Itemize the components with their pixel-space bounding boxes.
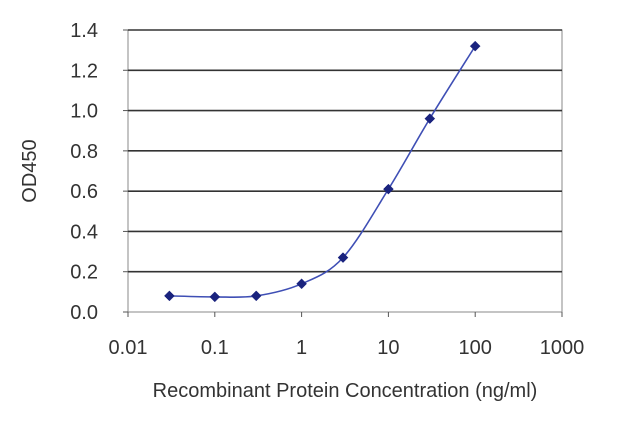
x-tick-label: 1000 bbox=[540, 337, 585, 359]
plot-area bbox=[127, 29, 563, 313]
x-tick-label: 100 bbox=[459, 337, 492, 359]
data-point bbox=[469, 40, 481, 52]
y-tick-label: 0.0 bbox=[70, 302, 98, 324]
y-tick-label: 0.6 bbox=[70, 181, 98, 203]
x-tick-label: 1 bbox=[296, 337, 307, 359]
x-tick-label: 0.01 bbox=[109, 337, 148, 359]
y-tick-label: 1.4 bbox=[70, 20, 98, 42]
y-tick-label: 0.4 bbox=[70, 221, 98, 243]
x-tick-label: 10 bbox=[377, 337, 399, 359]
data-point bbox=[383, 183, 394, 195]
y-tick-label: 0.8 bbox=[70, 141, 98, 163]
y-tick-label: 1.2 bbox=[70, 60, 98, 82]
y-tick-label: 1.0 bbox=[70, 101, 98, 123]
y-axis-label: OD450 bbox=[19, 139, 41, 202]
y-axis-ticks: 0.0 0.2 0.4 0.6 0.8 1.0 1.2 1.4 bbox=[70, 20, 128, 324]
data-point bbox=[250, 290, 262, 302]
x-axis-ticks: 0.01 0.1 1 10 100 1000 bbox=[109, 312, 585, 359]
data-point bbox=[164, 290, 175, 302]
data-point bbox=[337, 252, 349, 263]
data-point bbox=[424, 113, 436, 124]
y-tick-label: 0.2 bbox=[70, 262, 98, 284]
series-layer bbox=[164, 40, 481, 303]
data-point bbox=[296, 278, 307, 290]
x-tick-label: 0.1 bbox=[201, 337, 229, 359]
data-point bbox=[209, 291, 221, 303]
grid-lines bbox=[128, 29, 562, 273]
x-axis-label: Recombinant Protein Concentration (ng/ml… bbox=[153, 380, 538, 402]
